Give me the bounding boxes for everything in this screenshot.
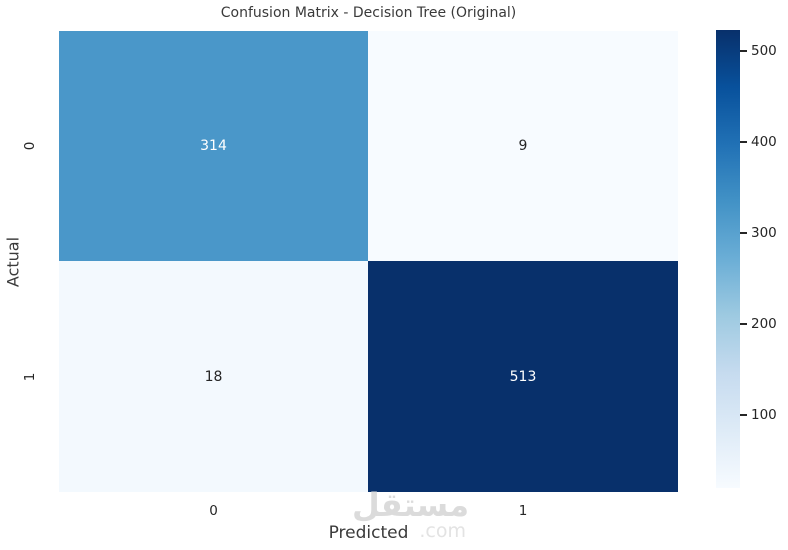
chart-title: Confusion Matrix - Decision Tree (Origin… (220, 5, 517, 21)
x-axis-label: Predicted (328, 523, 409, 543)
confusion-matrix-heatmap: 314 9 18 513 (59, 31, 678, 492)
colorbar-tick-mark (740, 141, 747, 144)
colorbar-tick-mark (740, 413, 747, 416)
colorbar-tick-mark (740, 322, 747, 325)
colorbar-tick-mark (740, 232, 747, 235)
x-tick-1: 1 (518, 503, 528, 519)
colorbar-tick-label: 200 (751, 315, 777, 332)
colorbar-tick-label: 400 (751, 134, 777, 151)
y-axis-label: Actual (3, 236, 23, 288)
colorbar-tick-label: 100 (751, 406, 777, 423)
colorbar-tick-label: 500 (751, 43, 777, 60)
heatmap-cell-actual0-pred0: 314 (59, 31, 368, 261)
x-tick-0: 0 (209, 503, 218, 519)
colorbar-tick-mark (740, 50, 747, 53)
colorbar-gradient (716, 30, 740, 488)
heatmap-cell-actual1-pred0: 18 (59, 261, 368, 492)
heatmap-cell-actual0-pred1: 9 (368, 31, 678, 261)
colorbar-tick-label: 300 (751, 225, 777, 242)
y-tick-0: 0 (22, 141, 38, 151)
colorbar: 500 400 300 200 100 (716, 30, 777, 488)
y-tick-1: 1 (22, 372, 38, 382)
heatmap-cell-actual1-pred1: 513 (368, 261, 678, 492)
